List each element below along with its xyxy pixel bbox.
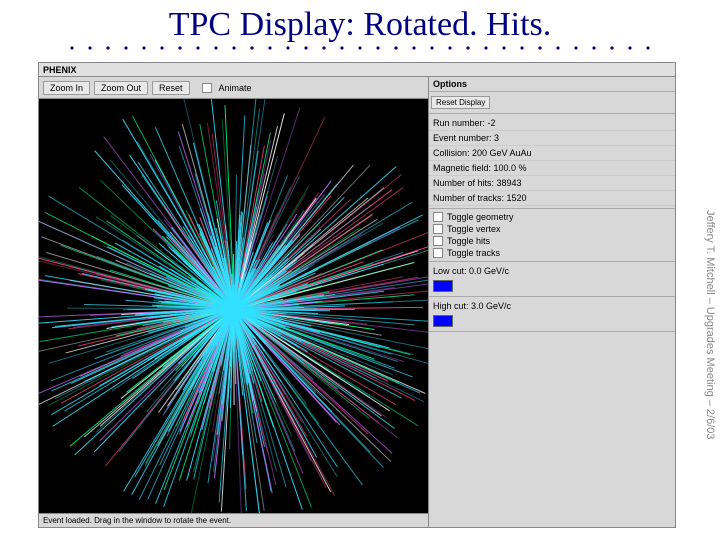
toolbar: Zoom In Zoom Out Reset Animate [39, 77, 428, 99]
high-cut-section: High cut: 3.0 GeV/c [429, 297, 675, 332]
toggle-hits-row: Toggle hits [429, 235, 675, 247]
info-section: Run number: -2 Event number: 3 Collision… [429, 114, 675, 209]
reset-display-button[interactable]: Reset Display [431, 96, 490, 109]
animate-checkbox[interactable] [202, 83, 212, 93]
toggle-geometry-checkbox[interactable] [433, 212, 443, 222]
animate-label: Animate [219, 83, 252, 93]
toggle-tracks-checkbox[interactable] [433, 248, 443, 258]
low-cut-section: Low cut: 0.0 GeV/c [429, 262, 675, 297]
high-cut-swatch[interactable] [433, 315, 453, 327]
toggle-geometry-label: Toggle geometry [447, 212, 514, 222]
options-header: Options [429, 77, 675, 92]
toggle-geometry-row: Toggle geometry [429, 211, 675, 223]
window-title: PHENIX [43, 65, 77, 75]
app-window: PHENIX Zoom In Zoom Out Reset Animate Ev… [38, 62, 676, 528]
window-titlebar: PHENIX [39, 63, 675, 77]
toggle-vertex-checkbox[interactable] [433, 224, 443, 234]
toggle-vertex-row: Toggle vertex [429, 223, 675, 235]
low-cut-swatch[interactable] [433, 280, 453, 292]
magnetic-field: Magnetic field: 100.0 % [429, 161, 675, 176]
reset-button[interactable]: Reset [152, 81, 190, 95]
zoom-in-button[interactable]: Zoom In [43, 81, 90, 95]
options-panel: Options Reset Display Run number: -2 Eve… [429, 77, 675, 527]
track-count: Number of tracks: 1520 [429, 191, 675, 206]
track-burst [234, 309, 235, 310]
low-cut-label: Low cut: 0.0 GeV/c [429, 264, 675, 278]
main-area: Zoom In Zoom Out Reset Animate Event loa… [39, 77, 675, 527]
run-number: Run number: -2 [429, 116, 675, 131]
high-cut-label: High cut: 3.0 GeV/c [429, 299, 675, 313]
zoom-out-button[interactable]: Zoom Out [94, 81, 148, 95]
toggle-tracks-row: Toggle tracks [429, 247, 675, 259]
slide-title: TPC Display: Rotated. Hits. [0, 0, 720, 46]
hit-count: Number of hits: 38943 [429, 176, 675, 191]
event-number: Event number: 3 [429, 131, 675, 146]
reset-section: Reset Display [429, 92, 675, 114]
toggle-tracks-label: Toggle tracks [447, 248, 500, 258]
toggle-vertex-label: Toggle vertex [447, 224, 501, 234]
toggle-hits-checkbox[interactable] [433, 236, 443, 246]
footer-credit: Jeffery T. Mitchell – Upgrades Meeting –… [704, 210, 716, 440]
status-bar: Event loaded. Drag in the window to rota… [39, 513, 428, 527]
status-text: Event loaded. Drag in the window to rota… [43, 516, 231, 525]
toggles-section: Toggle geometry Toggle vertex Toggle hit… [429, 209, 675, 262]
event-canvas[interactable] [39, 99, 428, 513]
collision-type: Collision: 200 GeV AuAu [429, 146, 675, 161]
left-pane: Zoom In Zoom Out Reset Animate Event loa… [39, 77, 429, 527]
toggle-hits-label: Toggle hits [447, 236, 490, 246]
divider-line [60, 46, 660, 50]
